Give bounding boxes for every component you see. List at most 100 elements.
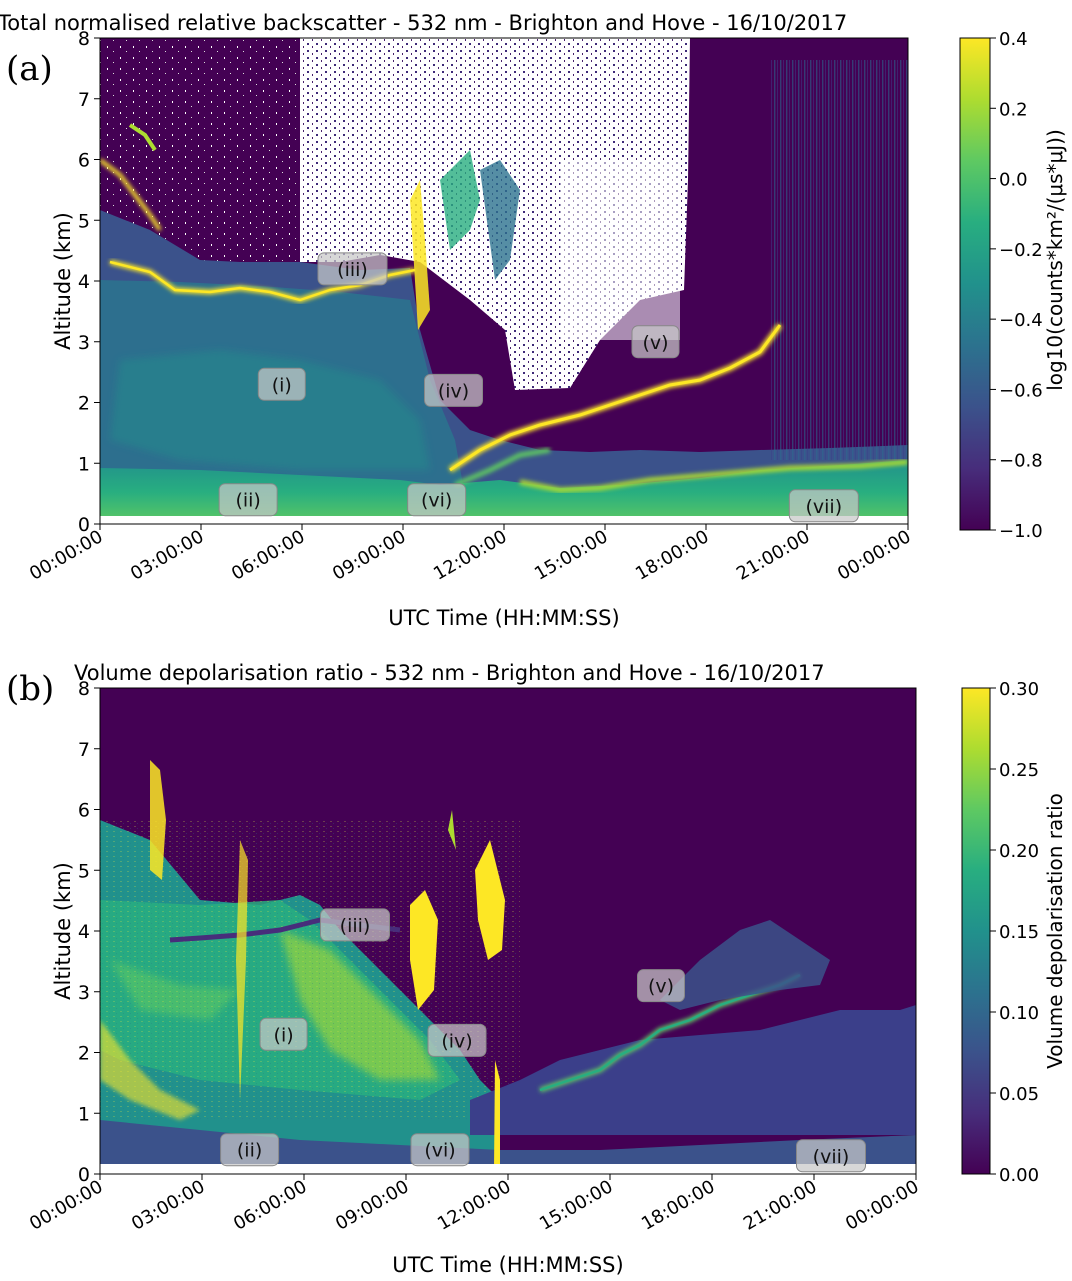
colorbar-tick-label: 0.4: [999, 29, 1028, 50]
feature-label-box: [631, 325, 680, 359]
feature-label: (iv): [427, 1023, 487, 1057]
colorbar-b: [961, 687, 991, 1175]
feature-label-text: (vi): [421, 490, 452, 512]
colorbar-a: [959, 37, 991, 531]
y-tick-label: 2: [78, 393, 90, 415]
feature-label-text: (iv): [438, 380, 469, 402]
feature-label-text: (iii): [337, 259, 368, 281]
feature-label: (vi): [407, 483, 467, 517]
colorbar-tick-label: −1.0: [999, 521, 1043, 542]
y-tick-label: 6: [78, 150, 90, 172]
x-tick-label: 06:00:00: [230, 1176, 311, 1235]
x-tick-label: 00:00:00: [26, 526, 107, 585]
y-axis-label-a: Altitude (km): [51, 212, 75, 350]
feature-label-box: [637, 969, 685, 1003]
panel-label-a: (a): [6, 49, 53, 89]
feature-label: (iii): [320, 908, 390, 942]
colorbar-ticks-a: 0.4 0.2 0.0 −0.2 −0.4 −0.6 −0.8 −1.0: [990, 29, 1043, 542]
x-tick-label: 18:00:00: [632, 526, 713, 585]
y-tick-label: 1: [78, 453, 90, 475]
feature-label-box: [218, 483, 278, 517]
colorbar-tick-label: 0.0: [999, 170, 1028, 191]
feature-label: (i): [257, 367, 306, 401]
feature-label: (iv): [424, 373, 483, 407]
colorbar-tick-label: 0.30: [999, 679, 1039, 700]
x-tick-label: 00:00:00: [842, 1176, 923, 1235]
x-tick-label: 12:00:00: [430, 526, 511, 585]
colorbar-tick-label: −0.4: [999, 310, 1043, 331]
x-tick-label: 06:00:00: [228, 526, 309, 585]
feature-label-text: (vi): [424, 1140, 455, 1162]
chart-title-a: Total normalised relative backscatter - …: [0, 11, 847, 35]
colorbar-tick-label: −0.8: [999, 451, 1043, 472]
x-tick-label: 00:00:00: [26, 1176, 107, 1235]
feature-label-box: [410, 1133, 470, 1167]
feature-label-text: (v): [642, 332, 668, 354]
feature-label-text: (i): [274, 1024, 294, 1046]
y-tick-label: 6: [78, 800, 90, 822]
feature-label-text: (i): [272, 374, 292, 396]
x-tick-label: 15:00:00: [531, 526, 612, 585]
x-axis-label-b: UTC Time (HH:MM:SS): [392, 1253, 623, 1277]
feature-label-box: [320, 908, 390, 942]
feature-label: (v): [631, 325, 680, 359]
feature-label-box: [257, 367, 306, 401]
x-tick-label: 03:00:00: [128, 1176, 209, 1235]
x-tick-label: 18:00:00: [638, 1176, 719, 1235]
feature-label: (vii): [796, 1139, 866, 1173]
feature-label-text: (iii): [340, 915, 371, 937]
panel-b: Volume depolarisation ratio - 532 nm - B…: [6, 661, 1067, 1277]
x-tick-label: 21:00:00: [733, 526, 814, 585]
feature-labels-a: (i) (ii) (iii) (iv) (v) (vi) (vii): [218, 252, 859, 523]
y-tick-label: 2: [78, 1043, 90, 1065]
colorbar-tick-label: 0.05: [999, 1084, 1039, 1105]
panel-a: Total normalised relative backscatter - …: [0, 11, 1067, 630]
feature-label: (ii): [218, 483, 278, 517]
colorbar-tick-label: 0.2: [999, 99, 1028, 120]
x-tick-label: 12:00:00: [434, 1176, 515, 1235]
x-tick-label: 00:00:00: [834, 526, 915, 585]
feature-label-box: [788, 489, 859, 523]
y-tick-label: 1: [78, 1103, 90, 1125]
feature-label: (ii): [220, 1133, 280, 1167]
x-tick-label: 15:00:00: [536, 1176, 617, 1235]
heatmap-b: [100, 688, 916, 1174]
colorbar-tick-label: −0.6: [999, 380, 1043, 401]
y-tick-label: 8: [78, 678, 90, 700]
y-tick-label: 4: [78, 921, 90, 943]
feature-label: (vii): [788, 489, 859, 523]
colorbar-tick-label: 0.10: [999, 1003, 1039, 1024]
feature-label-box: [259, 1017, 308, 1051]
y-tick-label: 0: [78, 1164, 90, 1186]
feature-label-box: [407, 483, 467, 517]
feature-label-box: [317, 252, 388, 286]
x-axis-label-a: UTC Time (HH:MM:SS): [388, 606, 619, 630]
y-tick-label: 3: [78, 332, 90, 354]
y-axis-label-b: Altitude (km): [51, 862, 75, 1000]
y-tick-label: 3: [78, 982, 90, 1004]
feature-label: (v): [637, 969, 685, 1003]
colorbar-label-b: Volume depolarisation ratio: [1043, 793, 1067, 1069]
feature-label-text: (vii): [813, 1146, 850, 1168]
feature-label-text: (ii): [235, 490, 260, 512]
feature-label-text: (iv): [441, 1030, 472, 1052]
feature-label-box: [424, 373, 483, 407]
feature-label-box: [220, 1133, 280, 1167]
y-tick-label: 7: [78, 89, 90, 111]
y-tick-label: 0: [78, 514, 90, 536]
feature-label: (vi): [410, 1133, 470, 1167]
feature-labels-b: (i) (ii) (iii) (iv) (v) (vi) (vii): [220, 908, 866, 1173]
colorbar-tick-label: 0.00: [999, 1165, 1039, 1186]
feature-label: (iii): [317, 252, 388, 286]
feature-label: (i): [259, 1017, 308, 1051]
y-tick-label: 5: [78, 210, 90, 232]
colorbar-ticks-b: 0.30 0.25 0.20 0.15 0.10 0.05 0.00: [990, 679, 1039, 1186]
x-tick-label: 21:00:00: [740, 1176, 821, 1235]
x-tick-label: 09:00:00: [332, 1176, 413, 1235]
heatmap-a: [100, 38, 908, 524]
panel-label-b: (b): [6, 669, 54, 709]
colorbar-tick-label: 0.25: [999, 760, 1039, 781]
colorbar-tick-label: 0.15: [999, 922, 1039, 943]
y-tick-label: 7: [78, 739, 90, 761]
